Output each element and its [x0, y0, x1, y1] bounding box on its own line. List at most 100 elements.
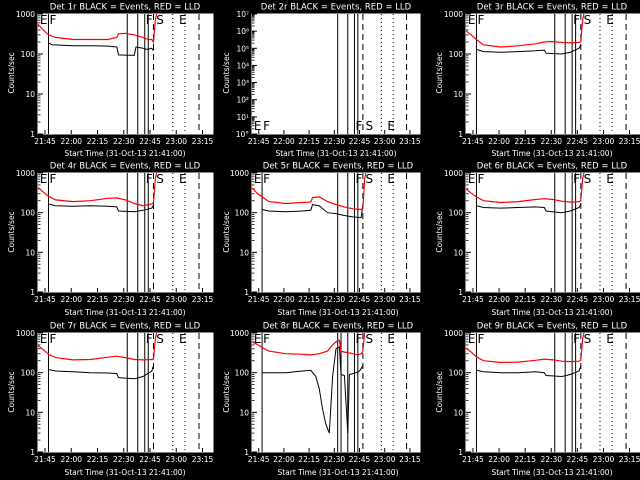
marker-label-f: F	[263, 332, 270, 346]
x-tick-label: 22:30	[540, 455, 562, 464]
marker-label-f: F	[50, 172, 57, 186]
panel-title: Det 8r BLACK = Events, RED = LLD	[263, 322, 414, 332]
y-tick-label: 10⁶	[236, 27, 249, 36]
x-tick-label: 23:00	[165, 137, 187, 146]
panel-title: Det 5r BLACK = Events, RED = LLD	[263, 162, 414, 172]
x-tick-label: 22:15	[87, 295, 109, 304]
x-tick-label: 23:00	[593, 137, 615, 146]
y-tick-label: 10	[453, 408, 463, 417]
y-axis-label: Counts/sec	[435, 52, 444, 93]
marker-label-f: F	[477, 172, 484, 186]
series-line-lld	[466, 333, 585, 364]
x-tick-label: 22:15	[514, 455, 536, 464]
marker-label-s: S	[156, 13, 164, 27]
series-line-events	[476, 44, 582, 55]
y-tick-label: 10	[25, 90, 35, 99]
plot-area	[465, 172, 640, 293]
y-tick-label: 10	[25, 248, 35, 257]
series-line-lld	[252, 173, 367, 211]
series-line-events	[261, 204, 364, 219]
x-axis-label: Start Time (31-Oct-13 21:41:00)	[275, 149, 396, 158]
y-axis-label: Counts/sec	[7, 371, 16, 412]
y-tick-label: 10	[453, 90, 463, 99]
series-line-events	[262, 345, 364, 434]
plot-area	[465, 332, 640, 453]
x-tick-label: 22:15	[298, 455, 320, 464]
panel-title: Det 3r BLACK = Events, RED = LLD	[477, 3, 628, 13]
series-line-lld	[252, 333, 366, 356]
marker-label-f: F	[146, 13, 153, 27]
y-tick-label: 10⁴	[236, 61, 249, 70]
marker-label-e: E	[179, 172, 187, 186]
marker-label-e: E	[40, 13, 48, 27]
series-line-events	[476, 365, 582, 378]
marker-label-f: F	[355, 332, 362, 346]
marker-label-f: F	[573, 13, 580, 27]
series-line-lld	[466, 173, 585, 204]
panel-title: Det 7r BLACK = Events, RED = LLD	[50, 322, 201, 332]
x-tick-label: 22:45	[139, 295, 161, 304]
y-tick-label: 1	[30, 288, 35, 297]
marker-label-e: E	[387, 332, 395, 346]
x-axis-label: Start Time (31-Oct-13 21:41:00)	[64, 308, 185, 317]
series-line-lld	[38, 173, 158, 207]
x-tick-label: 22:00	[273, 137, 295, 146]
x-tick-label: 22:30	[324, 137, 346, 146]
x-axis-label: Start Time (31-Oct-13 21:41:00)	[491, 308, 612, 317]
y-tick-label: 1000	[16, 169, 35, 178]
x-axis-label: Start Time (31-Oct-13 21:41:00)	[64, 468, 185, 477]
y-tick-label: 1000	[230, 329, 249, 338]
panel-title: Det 4r BLACK = Events, RED = LLD	[50, 162, 201, 172]
x-tick-label: 23:00	[165, 455, 187, 464]
x-tick-label: 22:15	[514, 137, 536, 146]
marker-label-s: S	[156, 172, 164, 186]
y-tick-label: 100	[449, 209, 464, 218]
marker-label-f: F	[263, 172, 270, 186]
x-tick-label: 21:45	[34, 295, 56, 304]
x-tick-label: 21:45	[34, 455, 56, 464]
x-tick-label: 22:30	[113, 455, 135, 464]
x-tick-label: 23:15	[619, 295, 640, 304]
x-tick-label: 22:45	[567, 137, 589, 146]
x-tick-label: 22:30	[324, 455, 346, 464]
x-axis-label: Start Time (31-Oct-13 21:41:00)	[64, 149, 185, 158]
y-axis-label: Counts/sec	[222, 371, 231, 412]
x-tick-label: 23:15	[399, 137, 421, 146]
x-tick-label: 22:15	[298, 295, 320, 304]
x-tick-label: 22:45	[139, 137, 161, 146]
marker-label-f: F	[477, 13, 484, 27]
marker-label-s: S	[366, 172, 374, 186]
y-axis-label: Counts/sec	[435, 211, 444, 252]
y-tick-label: 1	[458, 288, 463, 297]
plot-area	[465, 13, 640, 135]
y-tick-label: 100	[21, 369, 36, 378]
y-tick-label: 100	[21, 209, 36, 218]
panel-det-6r: Det 6r BLACK = Events, RED = LLD Start T…	[435, 162, 640, 317]
x-tick-label: 22:15	[87, 455, 109, 464]
series-line-events	[48, 365, 154, 380]
x-tick-label: 23:00	[374, 137, 396, 146]
x-tick-label: 22:30	[540, 295, 562, 304]
plot-area	[251, 172, 421, 293]
y-tick-label: 100	[449, 50, 464, 59]
marker-label-e: E	[468, 172, 476, 186]
marker-label-f: F	[146, 332, 153, 346]
marker-label-s: S	[366, 119, 374, 133]
x-tick-label: 22:30	[113, 295, 135, 304]
x-tick-label: 23:15	[399, 455, 421, 464]
x-tick-label: 22:15	[298, 137, 320, 146]
x-axis-label: Start Time (31-Oct-13 21:41:00)	[277, 468, 398, 477]
x-tick-label: 23:15	[192, 137, 214, 146]
x-tick-label: 21:45	[248, 295, 270, 304]
y-tick-label: 10⁷	[236, 10, 249, 19]
marker-label-f: F	[477, 332, 484, 346]
x-tick-label: 22:00	[488, 137, 510, 146]
marker-label-f: F	[146, 172, 153, 186]
marker-label-e: E	[387, 172, 395, 186]
marker-label-e: E	[254, 119, 262, 133]
series-line-lld	[466, 14, 585, 48]
x-tick-label: 22:15	[514, 295, 536, 304]
y-tick-label: 1000	[444, 169, 463, 178]
panel-det-3r: Det 3r BLACK = Events, RED = LLD Start T…	[435, 3, 640, 158]
y-tick-label: 100	[235, 209, 250, 218]
